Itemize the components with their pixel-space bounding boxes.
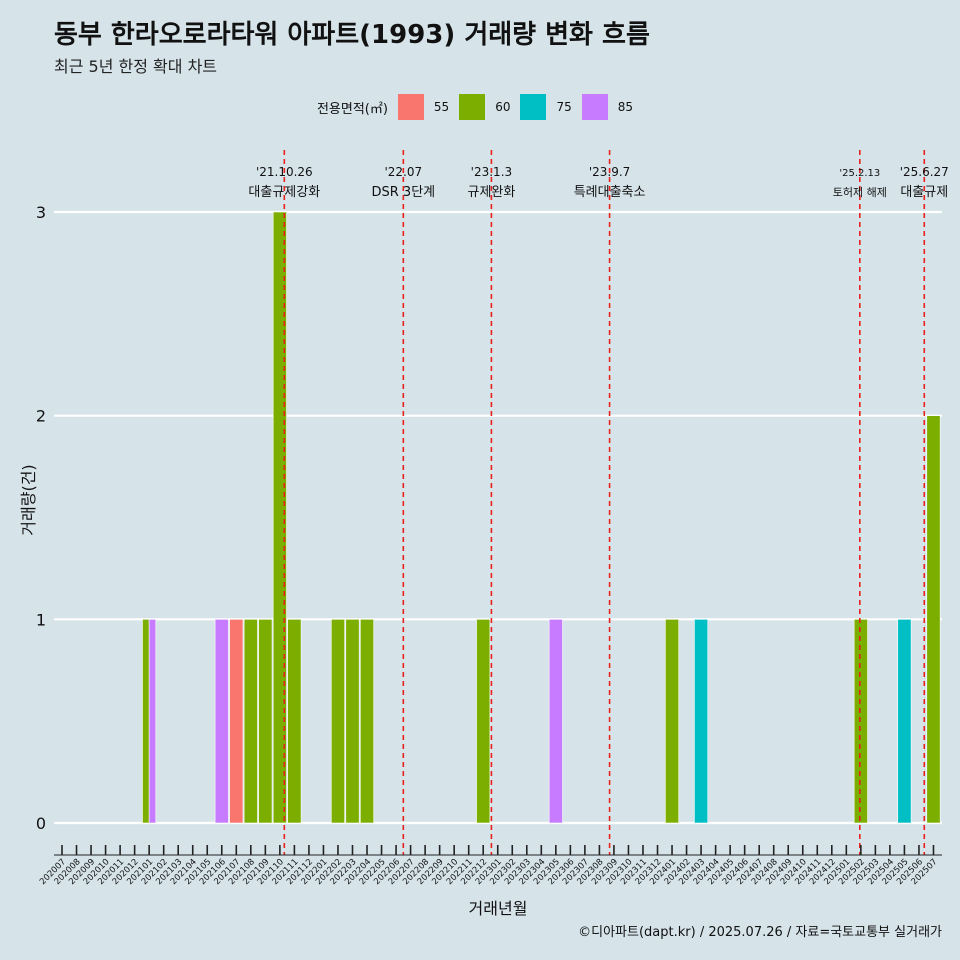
legend-swatch-75 xyxy=(520,94,547,120)
policy-events: '21.10.26 대출규제강화 '22.07 DSR 3단계 '23.1.3 규제완화 '… xyxy=(248,150,949,855)
bar-202202-60 xyxy=(330,619,345,824)
event-label-4: 토허제 해제 xyxy=(833,185,887,199)
grid-lines xyxy=(54,210,942,825)
bar-202110-60 xyxy=(272,211,287,824)
caption: ©디아파트(dapt.kr) / 2025.07.26 / 자료=국토교통부 실… xyxy=(578,925,942,940)
legend-label-85: 85 xyxy=(617,100,634,114)
bar-202212-60 xyxy=(476,619,491,824)
bars xyxy=(142,211,941,824)
event-date-0: '21.10.26 xyxy=(256,165,313,179)
chart-subtitle: 최근 5년 한정 확대 차트 xyxy=(54,57,218,76)
legend-swatch-60 xyxy=(459,94,486,120)
bar-202204-60 xyxy=(360,619,374,824)
bar-202403-75 xyxy=(694,619,709,824)
chart-title: 동부 한라오로라타워 아파트(1993) 거래량 변화 흐름 xyxy=(54,20,650,50)
y-tick-label-2: 2 xyxy=(36,407,46,426)
y-tick-label-0: 0 xyxy=(36,814,46,833)
legend-label-55: 55 xyxy=(433,100,450,114)
bar-202108-60 xyxy=(243,619,258,824)
bar-202203-60 xyxy=(345,619,360,824)
bar-202101-60 xyxy=(142,619,150,824)
event-label-0: 대출규제강화 xyxy=(248,185,320,200)
event-date-5: '25.6.27 xyxy=(900,165,949,179)
legend: 전용면적(㎡) 55 60 75 85 xyxy=(0,93,960,121)
y-tick-label-3: 3 xyxy=(36,203,46,222)
bar-202106-85 xyxy=(214,619,229,824)
legend-label-75: 75 xyxy=(556,100,572,114)
event-label-1: DSR 3단계 xyxy=(372,185,436,200)
legend-swatch-85 xyxy=(581,94,608,120)
bar-202502-60 xyxy=(853,619,868,824)
bar-202111-60 xyxy=(287,619,302,824)
bar-202305-85 xyxy=(548,619,563,824)
bar-202507-60 xyxy=(926,415,941,824)
y-axis-label: 거래량(건) xyxy=(19,464,38,535)
y-tick-label-1: 1 xyxy=(36,610,46,629)
bar-202505-75 xyxy=(897,619,912,824)
event-date-2: '23.1.3 xyxy=(471,165,512,179)
bar-202401-60 xyxy=(665,619,680,824)
legend-item-75: 75 xyxy=(520,94,572,120)
event-date-3: '23.9.7 xyxy=(589,165,630,179)
x-axis-label: 거래년월 xyxy=(469,899,528,918)
event-label-3: 특례대출축소 xyxy=(574,185,646,200)
bar-202101-85 xyxy=(148,619,157,824)
legend-label-60: 60 xyxy=(495,100,511,114)
event-label-5: 대출규제 xyxy=(900,185,948,200)
bar-202107-55 xyxy=(229,619,244,824)
event-date-1: '22.07 xyxy=(384,165,422,179)
bar-202109-60 xyxy=(258,619,273,824)
legend-item-60: 60 xyxy=(459,94,510,120)
legend-item-85: 85 xyxy=(581,94,634,120)
event-label-2: 규제완화 xyxy=(467,185,515,200)
legend-title: 전용면적(㎡) xyxy=(316,101,388,117)
event-date-4: '25.2.13 xyxy=(839,168,880,179)
legend-item-55: 55 xyxy=(397,94,450,120)
legend-swatch-55 xyxy=(397,94,424,120)
